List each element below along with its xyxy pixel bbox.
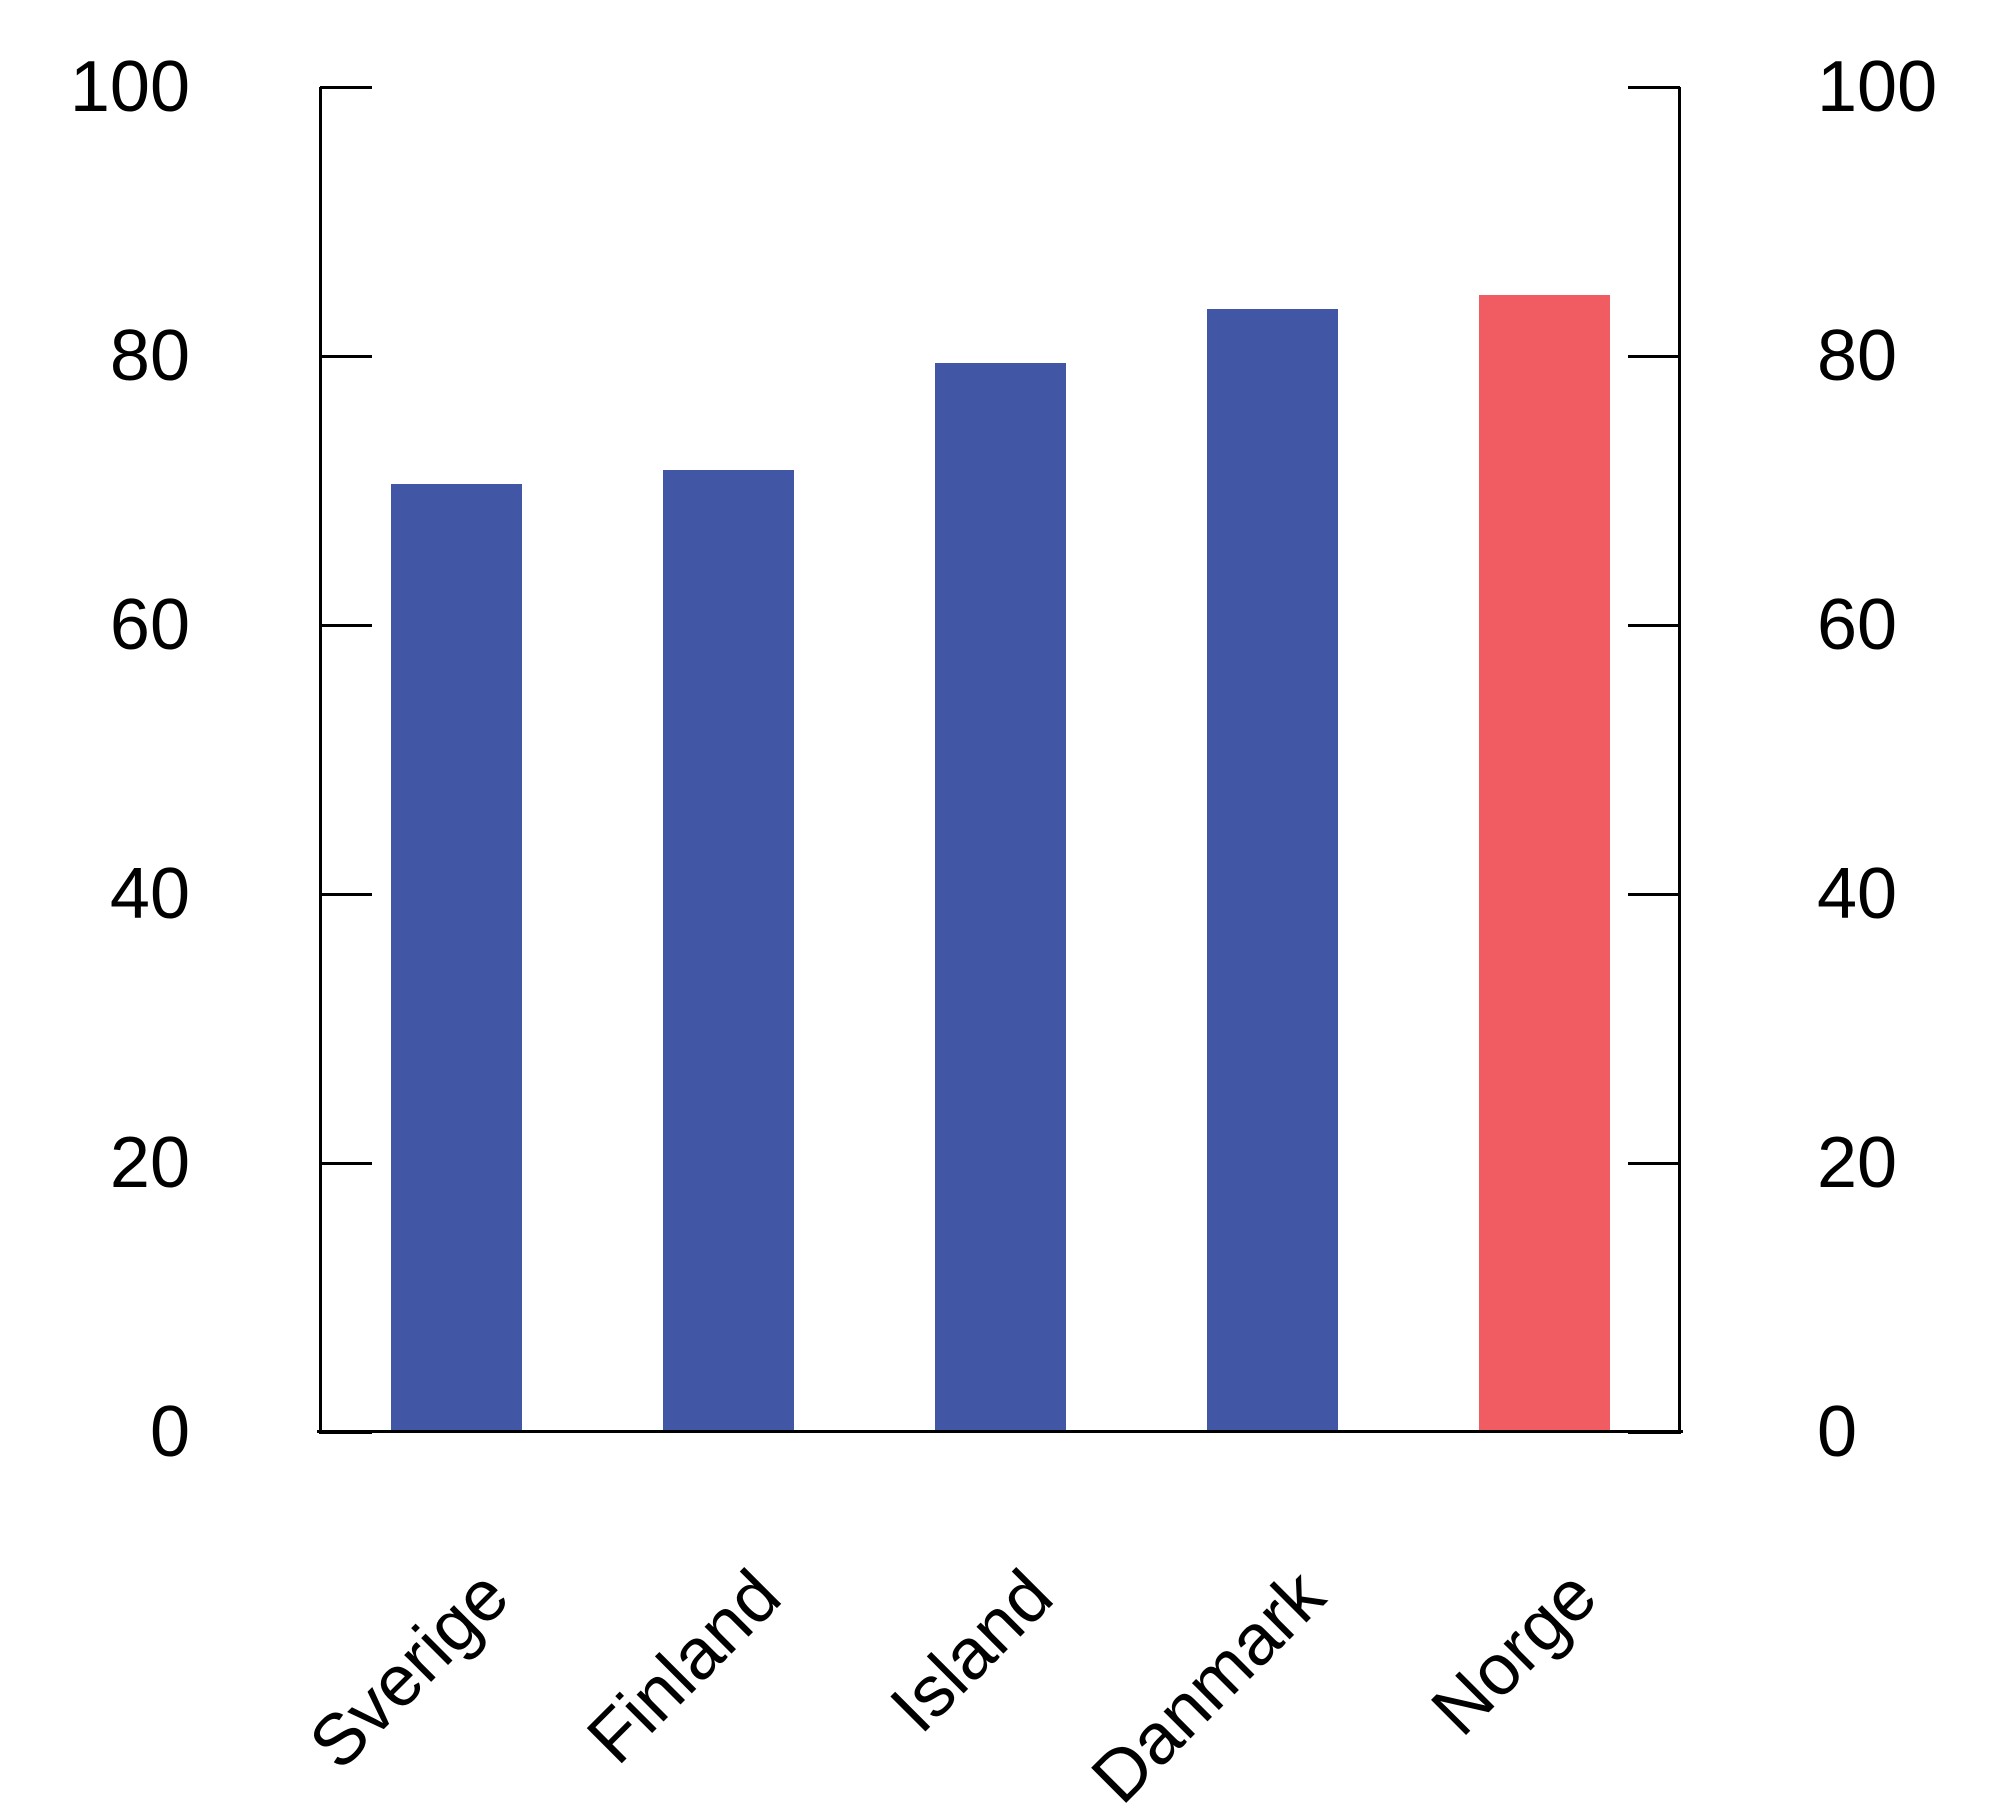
- x-label-norge: Norge: [1416, 1555, 1612, 1751]
- y-tick-label-right: 0: [1817, 1392, 1858, 1472]
- y-tick-right: [1628, 1161, 1680, 1165]
- bar-danmark: [1206, 308, 1338, 1432]
- x-label-sverige: Sverige: [294, 1555, 524, 1785]
- y-tick-left: [320, 354, 372, 358]
- y-tick-right: [1628, 354, 1680, 358]
- y-axis-left-line: [319, 87, 322, 1434]
- y-tick-label-right: 40: [1817, 854, 1898, 934]
- y-tick-right: [1628, 623, 1680, 627]
- x-axis-line: [317, 1430, 1683, 1433]
- bar-finland: [662, 470, 794, 1432]
- y-tick-label-right: 80: [1817, 316, 1898, 396]
- y-tick-label-left: 40: [109, 854, 190, 934]
- y-tick-label-left: 60: [109, 585, 190, 665]
- y-tick-label-left: 100: [69, 47, 190, 127]
- y-tick-label-right: 20: [1817, 1123, 1898, 1203]
- bar-island: [934, 362, 1066, 1432]
- x-label-danmark: Danmark: [1076, 1555, 1340, 1816]
- x-label-island: Island: [875, 1555, 1068, 1748]
- y-tick-left: [320, 623, 372, 627]
- y-tick-left: [320, 1161, 372, 1165]
- y-tick-label-left: 0: [149, 1392, 190, 1472]
- y-tick-left: [320, 892, 372, 896]
- bar-sverige: [390, 483, 522, 1432]
- y-tick-label-left: 20: [109, 1123, 190, 1203]
- x-label-finland: Finland: [572, 1555, 796, 1779]
- y-axis-right-line: [1678, 87, 1681, 1434]
- y-tick-label-right: 100: [1817, 47, 1938, 127]
- bar-norge: [1478, 295, 1610, 1432]
- y-tick-right: [1628, 892, 1680, 896]
- y-tick-left: [320, 85, 372, 89]
- y-tick-label-right: 60: [1817, 585, 1898, 665]
- plot-area: [317, 85, 1683, 1434]
- y-tick-right: [1628, 85, 1680, 89]
- y-tick-label-left: 80: [109, 316, 190, 396]
